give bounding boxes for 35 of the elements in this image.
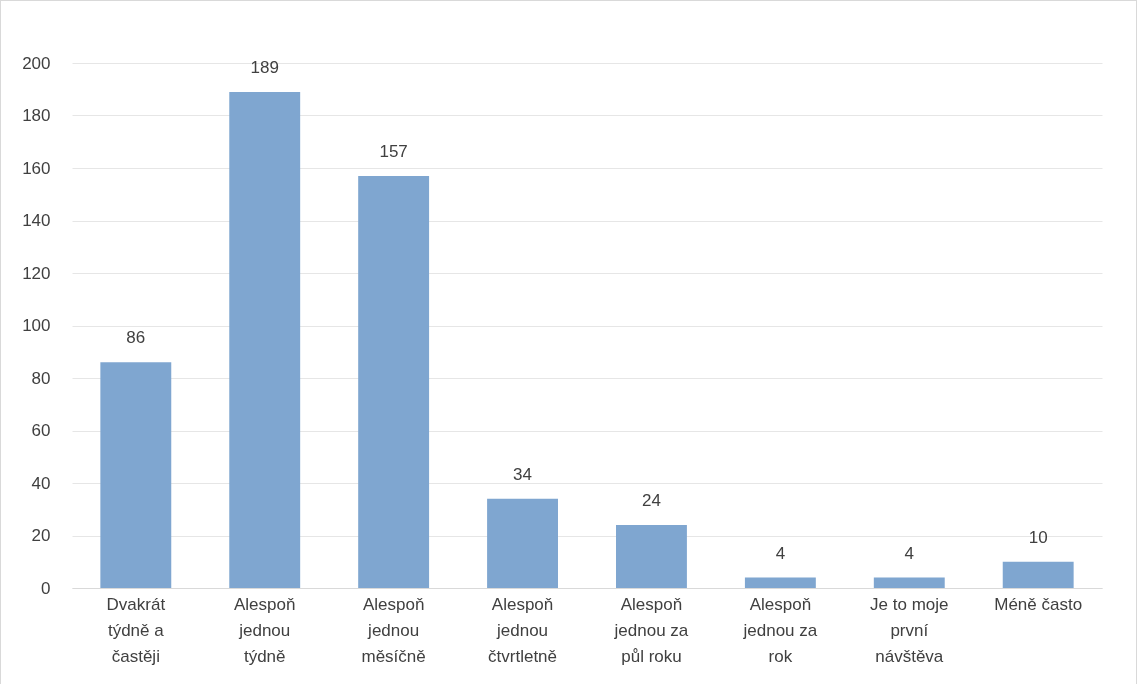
y-tick-label: 0	[41, 578, 51, 598]
bar	[229, 91, 301, 588]
x-tick-label: Méně často	[994, 594, 1083, 614]
y-tick-label: 60	[31, 421, 51, 440]
x-tick-label: Alespoň jednou čtvrtletně	[488, 594, 558, 666]
x-tick-label: Dvakrát týdně a častěji	[106, 594, 166, 666]
y-tick-label: 140	[22, 211, 51, 230]
y-tick-label: 160	[22, 158, 51, 178]
y-tick-label: 20	[31, 526, 51, 545]
y-tick-label: 200	[22, 53, 51, 73]
bar	[358, 175, 430, 588]
x-tick-label: Je to moje první návštěva	[870, 594, 949, 666]
x-tick-label: Alespoň jednou týdně	[234, 594, 296, 666]
data-label: 157	[379, 141, 408, 161]
y-tick-label: 100	[22, 316, 51, 335]
bar	[100, 362, 172, 588]
y-tick-label: 180	[22, 106, 51, 125]
x-tick-label: Alespoň jednou za půl roku	[613, 594, 689, 666]
x-tick-label: Alespoň jednou měsíčně	[361, 594, 426, 666]
bar	[744, 577, 816, 588]
bar	[616, 525, 687, 588]
y-tick-label: 120	[22, 263, 51, 283]
y-tick-label: 40	[31, 473, 51, 493]
bar	[873, 577, 945, 588]
bar	[1002, 561, 1074, 588]
x-tick-label: Alespoň jednou za rok	[742, 594, 818, 666]
data-label: 24	[641, 491, 661, 510]
y-tick-label: 80	[31, 368, 51, 388]
data-label: 4	[904, 543, 915, 563]
bar	[487, 498, 558, 588]
data-label: 4	[775, 543, 786, 563]
data-label: 86	[126, 328, 146, 348]
data-label: 34	[513, 464, 533, 484]
data-label: 189	[250, 57, 279, 77]
data-label: 10	[1028, 527, 1048, 547]
